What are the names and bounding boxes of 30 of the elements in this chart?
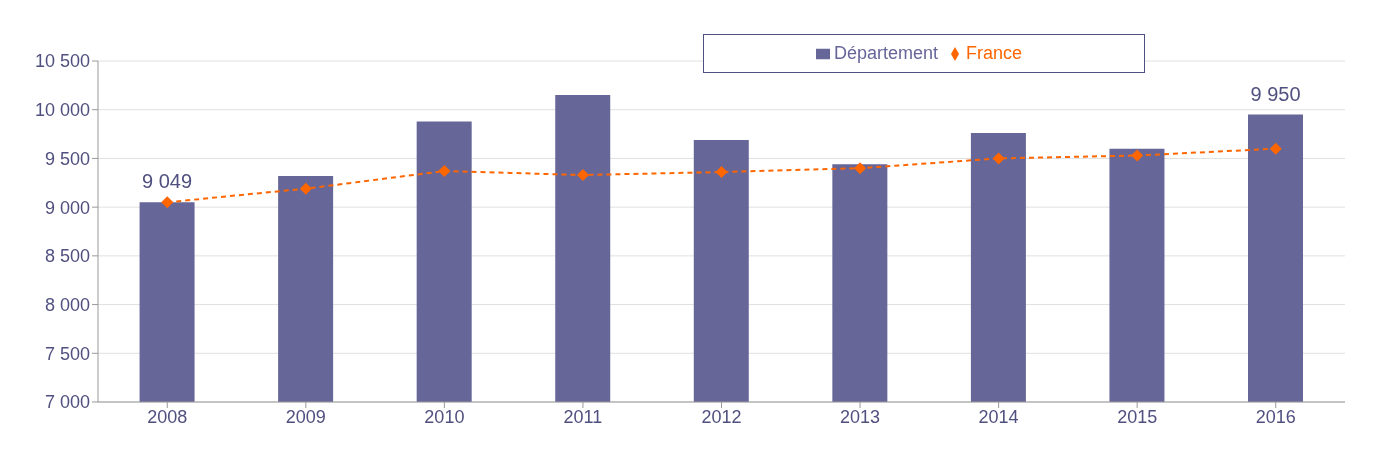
y-tick-label: 7 000 — [44, 392, 90, 413]
legend-label: Département — [833, 43, 939, 63]
point — [299, 182, 312, 195]
x-tick-label: 2016 — [1255, 406, 1296, 427]
y-tick-label: 8 000 — [44, 294, 90, 315]
x-tick-label: 2013 — [840, 406, 881, 427]
point — [992, 152, 1005, 165]
y-tick-label: 10 000 — [34, 100, 90, 121]
y-tick-label: 8 500 — [44, 246, 90, 267]
legend-label: France — [966, 43, 1023, 63]
x-tick-label: 2008 — [147, 406, 188, 427]
point — [1269, 142, 1282, 155]
x-tick-label: 2011 — [563, 406, 603, 427]
point — [1131, 149, 1144, 162]
point — [854, 162, 867, 175]
y-tick-label: 7 500 — [44, 343, 90, 364]
data-label: 9 950 — [1250, 82, 1301, 105]
x-tick-label: 2010 — [424, 406, 465, 427]
y-tick-label: 9 500 — [44, 148, 90, 169]
point — [438, 165, 451, 178]
y-tick-label: 9 000 — [44, 197, 90, 218]
x-tick-label: 2014 — [978, 406, 1019, 427]
x-tick-label: 2015 — [1117, 406, 1158, 427]
point — [161, 196, 174, 209]
x-tick-label: 2012 — [701, 406, 742, 427]
data-label: 9 049 — [142, 170, 193, 193]
x-tick-label: 2009 — [285, 406, 326, 427]
point — [715, 166, 728, 179]
point — [576, 168, 589, 181]
y-tick-label: 10 500 — [34, 51, 90, 72]
